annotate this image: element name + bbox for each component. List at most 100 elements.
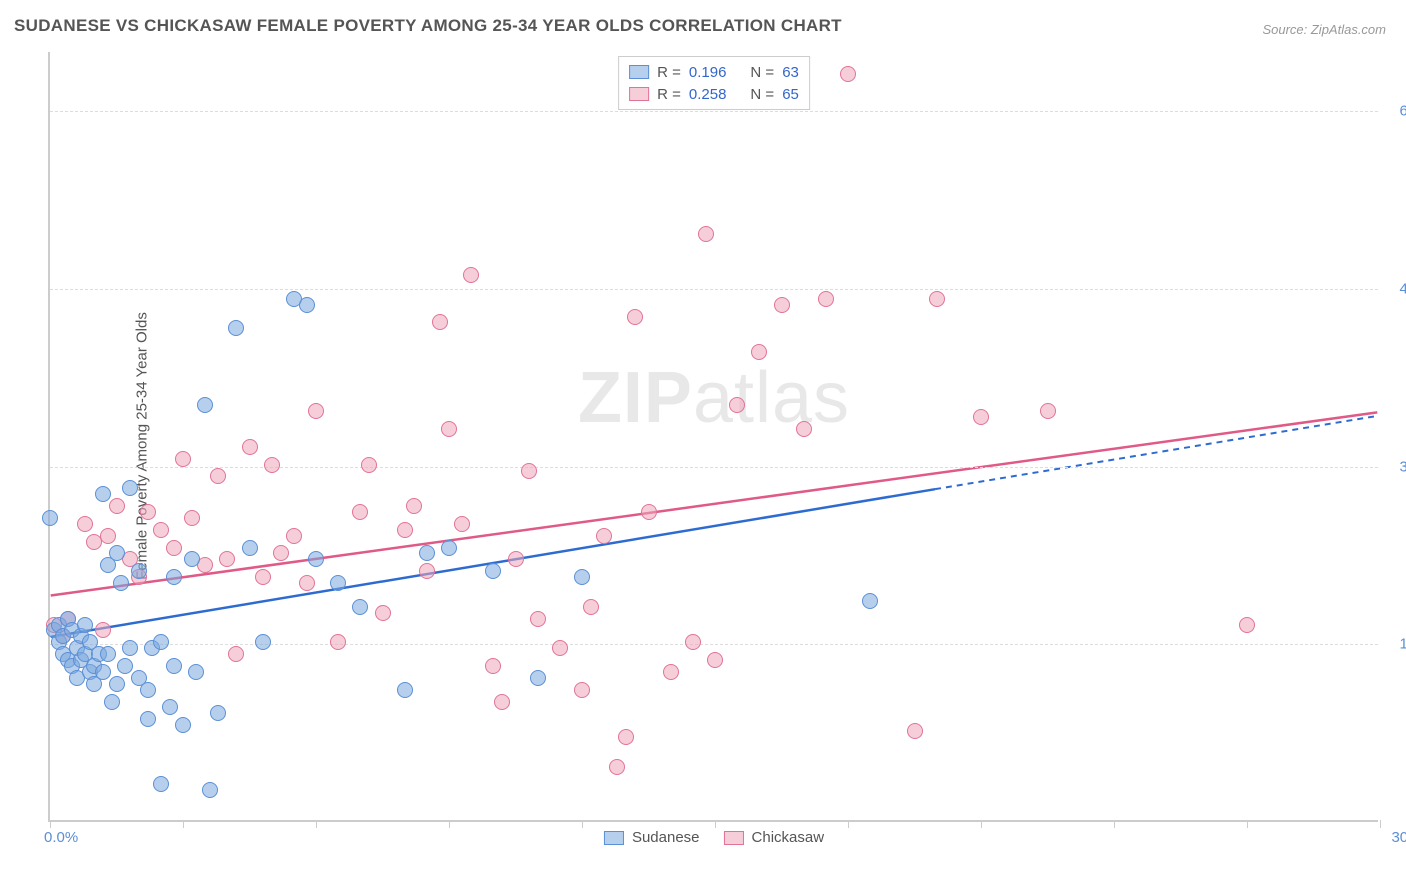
y-tick-label: 30.0%: [1399, 458, 1406, 475]
scatter-point-chickasaw: [432, 314, 448, 330]
gridline: [50, 289, 1378, 290]
trendline-sudanese-extrapolated: [935, 416, 1377, 489]
scatter-point-sudanese: [197, 397, 213, 413]
scatter-point-sudanese: [255, 634, 271, 650]
scatter-point-sudanese: [109, 545, 125, 561]
trendlines-layer: [50, 52, 1378, 820]
scatter-point-sudanese: [95, 664, 111, 680]
scatter-point-chickasaw: [255, 569, 271, 585]
scatter-point-sudanese: [166, 658, 182, 674]
legend-label-chickasaw: Chickasaw: [752, 829, 825, 846]
series-legend: Sudanese Chickasaw: [604, 829, 824, 846]
correlation-chart: SUDANESE VS CHICKASAW FEMALE POVERTY AMO…: [0, 0, 1406, 892]
scatter-point-sudanese: [419, 545, 435, 561]
scatter-point-sudanese: [109, 676, 125, 692]
source-attribution: Source: ZipAtlas.com: [1262, 22, 1386, 37]
scatter-point-chickasaw: [796, 421, 812, 437]
scatter-point-chickasaw: [698, 226, 714, 242]
scatter-point-chickasaw: [242, 439, 258, 455]
r-label: R =: [657, 86, 681, 103]
scatter-point-chickasaw: [264, 457, 280, 473]
x-axis-max-label: 30.0%: [1391, 829, 1406, 846]
legend-label-sudanese: Sudanese: [632, 829, 700, 846]
x-tick: [582, 820, 583, 828]
scatter-point-chickasaw: [530, 611, 546, 627]
scatter-point-sudanese: [175, 717, 191, 733]
n-label: N =: [750, 86, 774, 103]
scatter-point-sudanese: [104, 694, 120, 710]
scatter-point-chickasaw: [751, 344, 767, 360]
x-tick: [1380, 820, 1381, 828]
scatter-point-chickasaw: [352, 504, 368, 520]
scatter-point-chickasaw: [552, 640, 568, 656]
scatter-point-chickasaw: [707, 652, 723, 668]
scatter-point-chickasaw: [685, 634, 701, 650]
scatter-point-chickasaw: [441, 421, 457, 437]
scatter-point-chickasaw: [627, 309, 643, 325]
legend-swatch-chickasaw: [629, 87, 649, 101]
legend-row-chickasaw: R = 0.258 N = 65: [629, 83, 799, 105]
scatter-point-chickasaw: [77, 516, 93, 532]
x-tick: [183, 820, 184, 828]
scatter-point-chickasaw: [485, 658, 501, 674]
scatter-point-chickasaw: [375, 605, 391, 621]
scatter-point-sudanese: [153, 776, 169, 792]
scatter-point-sudanese: [131, 563, 147, 579]
scatter-point-chickasaw: [596, 528, 612, 544]
scatter-point-sudanese: [188, 664, 204, 680]
scatter-point-chickasaw: [228, 646, 244, 662]
scatter-point-sudanese: [202, 782, 218, 798]
swatch-sudanese: [604, 831, 624, 845]
scatter-point-sudanese: [95, 486, 111, 502]
scatter-point-sudanese: [162, 699, 178, 715]
scatter-point-chickasaw: [397, 522, 413, 538]
scatter-point-chickasaw: [109, 498, 125, 514]
gridline: [50, 467, 1378, 468]
y-tick-label: 60.0%: [1399, 103, 1406, 120]
source-prefix: Source:: [1262, 22, 1310, 37]
scatter-point-sudanese: [862, 593, 878, 609]
scatter-point-chickasaw: [219, 551, 235, 567]
scatter-point-chickasaw: [463, 267, 479, 283]
r-value-chickasaw: 0.258: [689, 86, 727, 103]
scatter-point-chickasaw: [175, 451, 191, 467]
scatter-point-sudanese: [485, 563, 501, 579]
scatter-point-sudanese: [140, 711, 156, 727]
scatter-point-sudanese: [153, 634, 169, 650]
legend-row-sudanese: R = 0.196 N = 63: [629, 61, 799, 83]
scatter-point-sudanese: [122, 640, 138, 656]
scatter-point-chickasaw: [454, 516, 470, 532]
watermark-rest: atlas: [693, 358, 850, 438]
x-tick: [848, 820, 849, 828]
scatter-point-sudanese: [330, 575, 346, 591]
swatch-chickasaw: [724, 831, 744, 845]
scatter-point-sudanese: [117, 658, 133, 674]
scatter-point-chickasaw: [308, 403, 324, 419]
chart-title: SUDANESE VS CHICKASAW FEMALE POVERTY AMO…: [14, 16, 842, 36]
correlation-legend: R = 0.196 N = 63 R = 0.258 N = 65: [618, 56, 810, 110]
scatter-point-chickasaw: [840, 66, 856, 82]
n-value-chickasaw: 65: [782, 86, 799, 103]
r-value-sudanese: 0.196: [689, 64, 727, 81]
gridline: [50, 111, 1378, 112]
scatter-point-chickasaw: [1239, 617, 1255, 633]
scatter-point-chickasaw: [140, 504, 156, 520]
y-tick-label: 15.0%: [1399, 636, 1406, 653]
x-tick: [1247, 820, 1248, 828]
scatter-point-sudanese: [352, 599, 368, 615]
scatter-point-sudanese: [210, 705, 226, 721]
scatter-point-chickasaw: [273, 545, 289, 561]
scatter-point-chickasaw: [663, 664, 679, 680]
scatter-point-chickasaw: [907, 723, 923, 739]
scatter-point-sudanese: [100, 646, 116, 662]
scatter-point-chickasaw: [583, 599, 599, 615]
y-tick-label: 45.0%: [1399, 280, 1406, 297]
scatter-point-sudanese: [574, 569, 590, 585]
scatter-point-chickasaw: [100, 528, 116, 544]
scatter-point-sudanese: [308, 551, 324, 567]
scatter-point-sudanese: [530, 670, 546, 686]
scatter-point-chickasaw: [609, 759, 625, 775]
scatter-point-chickasaw: [508, 551, 524, 567]
scatter-point-chickasaw: [774, 297, 790, 313]
x-tick: [981, 820, 982, 828]
